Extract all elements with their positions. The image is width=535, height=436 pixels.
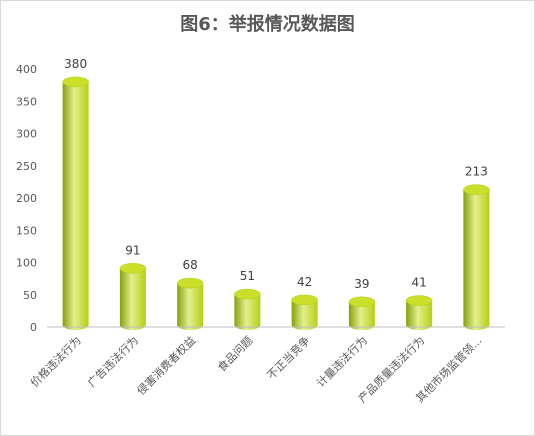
data-label: 68 [182, 258, 197, 272]
bar-body [234, 294, 261, 330]
y-tick-label: 150 [16, 224, 37, 237]
x-tick-label: 不正当竞争 [264, 333, 313, 382]
bars: 380 91 68 51 42 39 41 213 [62, 57, 490, 331]
data-label: 39 [354, 277, 369, 291]
bar-body [119, 268, 146, 330]
bar: 68 [176, 258, 204, 330]
bar: 51 [234, 269, 261, 330]
bar: 42 [291, 275, 318, 330]
x-tick-label: 食品问题 [214, 333, 255, 374]
bar: 41 [405, 276, 433, 330]
y-tick-label: 400 [16, 63, 37, 76]
bar: 39 [348, 277, 376, 330]
bar-top [176, 277, 204, 289]
y-tick-label: 0 [30, 321, 37, 334]
data-label: 380 [64, 57, 87, 71]
bar-body [62, 81, 89, 331]
bar-top [348, 296, 376, 308]
y-tick-label: 100 [16, 257, 37, 270]
bar-body [348, 301, 375, 330]
bar-top [463, 184, 490, 195]
bar-body [177, 283, 204, 330]
x-tick-label: 价格违法行为 [27, 333, 84, 390]
bar-body [463, 189, 490, 330]
x-tick-label: 广告违法行为 [84, 333, 141, 390]
data-label: 213 [465, 165, 488, 179]
y-tick-label: 300 [16, 128, 37, 141]
bar-body [406, 300, 433, 330]
y-tick-label: 350 [16, 95, 37, 108]
y-tick-label: 200 [16, 192, 37, 205]
y-axis: 0 50 100 150 200 250 300 350 400 [16, 63, 37, 334]
chart-title: 图6：举报情况数据图 [180, 14, 355, 35]
data-label: 91 [125, 243, 140, 257]
bar: 380 [62, 57, 89, 331]
y-tick-label: 250 [16, 160, 37, 173]
bar-body [291, 299, 318, 330]
bar-top [405, 295, 433, 306]
x-tick-label: 侵害消费者权益 [134, 333, 198, 397]
bar: 213 [463, 165, 490, 330]
data-label: 51 [240, 269, 255, 283]
bar: 91 [119, 243, 147, 330]
bar-top [291, 294, 318, 306]
bar-top [119, 263, 147, 274]
data-label: 42 [297, 275, 312, 289]
bar-top [234, 288, 261, 300]
y-tick-label: 50 [23, 289, 37, 302]
x-tick-label: 计量违法行为 [313, 333, 370, 390]
bar-top [62, 76, 89, 88]
data-label: 41 [411, 276, 426, 290]
